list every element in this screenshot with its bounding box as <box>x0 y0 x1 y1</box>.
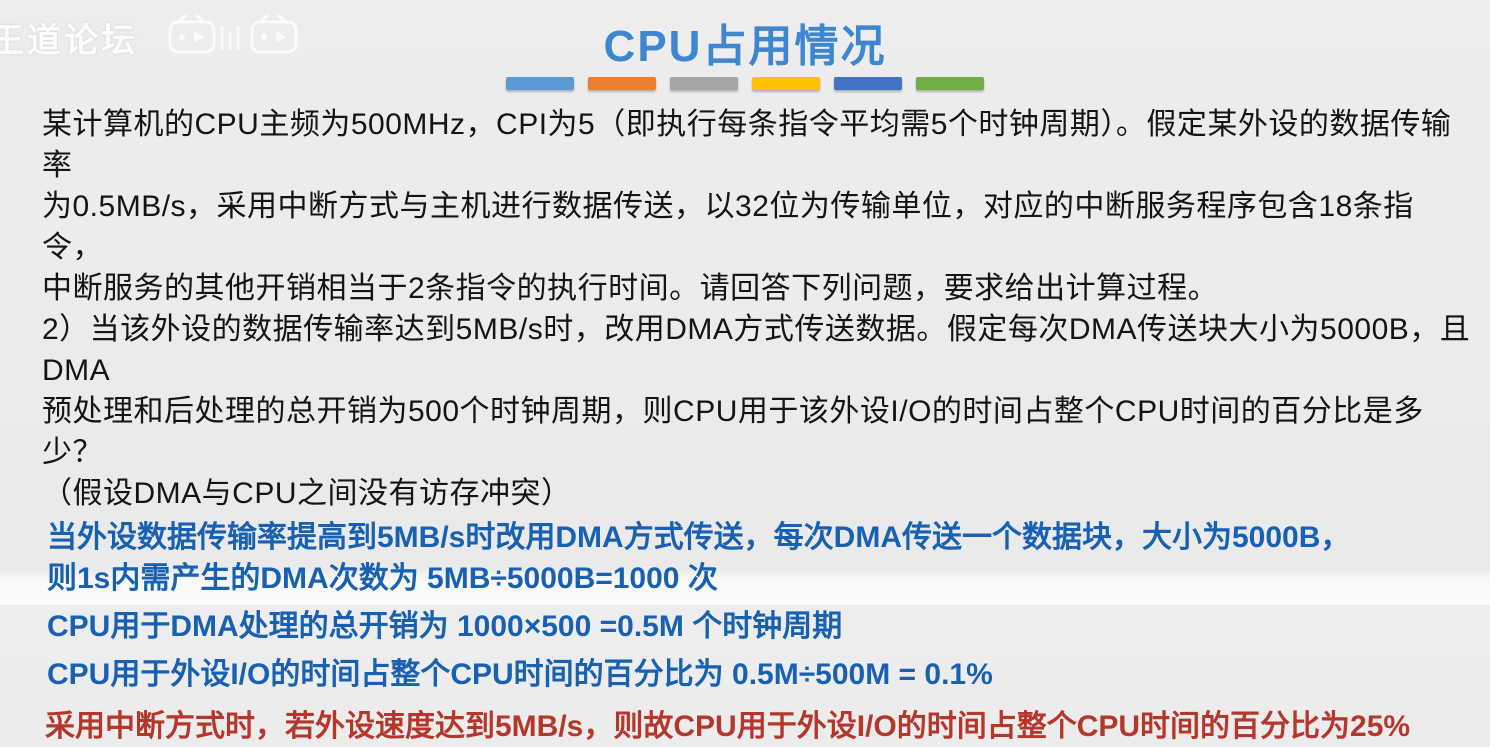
problem-statement: 某计算机的CPU主频为500MHz，CPI为5（即执行每条指令平均需5个时钟周期… <box>42 104 1474 514</box>
solution-line: 当外设数据传输率提高到5MB/s时改用DMA方式传送，每次DMA传送一个数据块，… <box>47 521 1351 554</box>
problem-line: 为0.5MB/s，采用中断方式与主机进行数据传送，以32位为传输单位，对应的中断… <box>42 190 1414 264</box>
divider-bar-gray <box>670 77 738 90</box>
solution-line: 则1s内需产生的DMA次数为 5MB÷5000B=1000 次 <box>47 562 718 595</box>
slide-content: 某计算机的CPU主频为500MHz，CPI为5（即执行每条指令平均需5个时钟周期… <box>42 104 1474 747</box>
problem-line: 2）当该外设的数据传输率达到5MB/s时，改用DMA方式传送数据。假定每次DMA… <box>42 313 1471 387</box>
problem-line: （假设DMA与CPU之间没有访存冲突） <box>42 477 572 510</box>
title-divider <box>0 77 1490 90</box>
divider-bar-blue <box>506 77 574 90</box>
divider-bar-yellow <box>752 77 820 90</box>
solution-step-dma-count: 当外设数据传输率提高到5MB/s时改用DMA方式传送，每次DMA传送一个数据块，… <box>47 517 1474 599</box>
solution-steps: 当外设数据传输率提高到5MB/s时改用DMA方式传送，每次DMA传送一个数据块，… <box>42 517 1474 695</box>
divider-bar-green <box>916 77 984 90</box>
solution-step-percentage: CPU用于外设I/O的时间占整个CPU时间的百分比为 0.5M÷500M = 0… <box>47 658 993 691</box>
problem-line: 中断服务的其他开销相当于2条指令的执行时间。请回答下列问题，要求给出计算过程。 <box>42 272 1219 305</box>
conclusion-interrupt-comparison: 采用中断方式时，若外设速度达到5MB/s，则故CPU用于外设I/O的时间占整个C… <box>45 710 1411 743</box>
divider-bar-darkblue <box>834 77 902 90</box>
page-title: CPU占用情况 <box>603 22 887 71</box>
solution-step-total-overhead: CPU用于DMA处理的总开销为 1000×500 =0.5M 个时钟周期 <box>47 610 843 643</box>
divider-bar-orange <box>588 77 656 90</box>
problem-line: 预处理和后处理的总开销为500个时钟周期，则CPU用于该外设I/O的时间占整个C… <box>42 395 1424 469</box>
problem-line: 某计算机的CPU主频为500MHz，CPI为5（即执行每条指令平均需5个时钟周期… <box>42 108 1452 182</box>
